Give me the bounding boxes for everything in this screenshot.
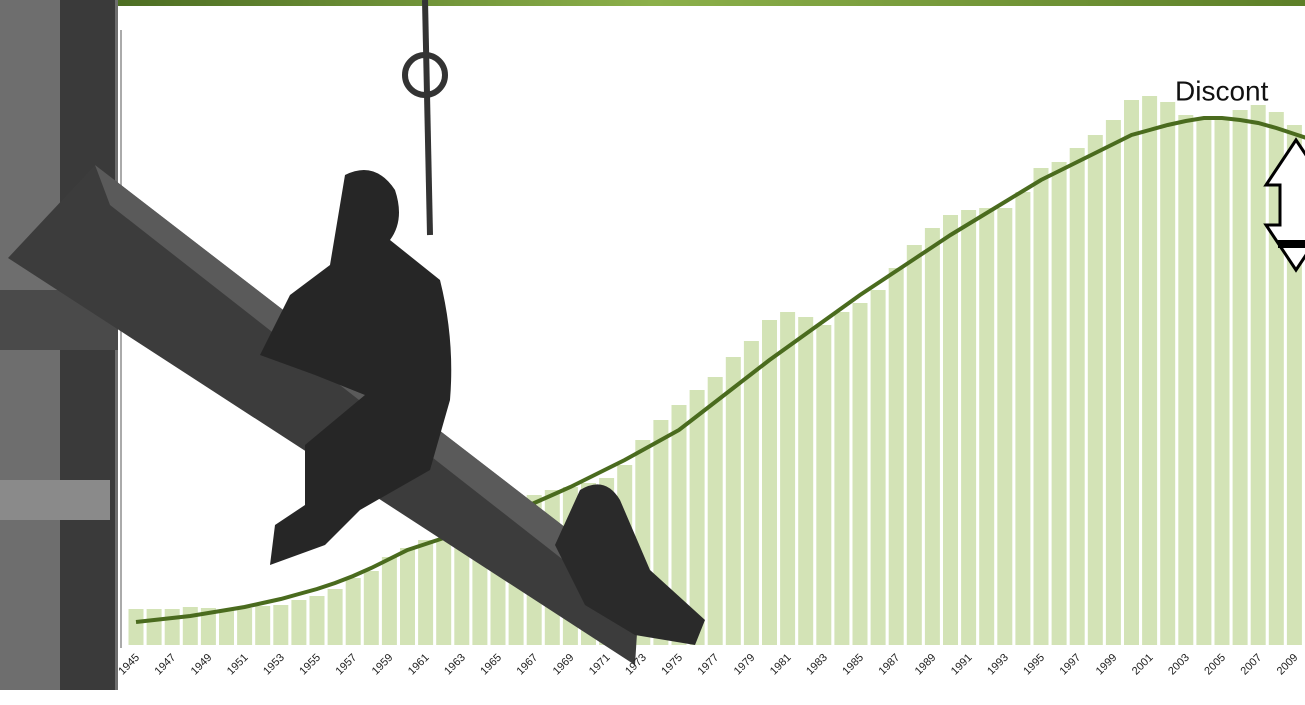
bar (1142, 96, 1158, 645)
bar (1051, 162, 1067, 645)
x-tick-label: 1993 (985, 652, 1011, 678)
x-tick-label: 1975 (659, 652, 685, 678)
x-tick-label: 1987 (877, 652, 903, 678)
arrow-base (1278, 240, 1305, 248)
bar (200, 608, 216, 645)
bar (255, 606, 271, 645)
x-tick-label: 1995 (1021, 652, 1047, 678)
x-tick-label: 1981 (768, 652, 794, 678)
sitting-man (260, 170, 452, 565)
hook-ring (402, 52, 448, 98)
bar (979, 208, 995, 645)
x-tick-label: 1979 (732, 652, 758, 678)
hanging-man (555, 484, 705, 645)
x-tick-label: 1961 (406, 652, 432, 678)
bar (164, 609, 180, 645)
bar (725, 357, 741, 645)
bar (128, 609, 144, 645)
bar (924, 228, 940, 645)
bar (1196, 118, 1212, 645)
x-tick-label: 1999 (1094, 652, 1120, 678)
steel-girder (0, 480, 110, 520)
annotation: Discont (1175, 75, 1269, 106)
x-tick-label: 1985 (840, 652, 866, 678)
bar (381, 557, 397, 645)
x-tick-label: 1997 (1058, 652, 1084, 678)
x-tick-label: 1967 (515, 652, 541, 678)
bar (1069, 148, 1085, 645)
bar (816, 325, 832, 645)
x-tick-label: 2003 (1166, 652, 1192, 678)
x-tick-label: 1969 (551, 652, 577, 678)
bar (997, 208, 1013, 645)
trend-line (135, 116, 1305, 624)
bar (454, 535, 470, 645)
bar (1160, 102, 1176, 645)
photo-collage (0, 0, 1305, 690)
bar (327, 589, 343, 645)
bar (436, 540, 452, 645)
bar (762, 320, 777, 645)
x-tick-label: 1959 (370, 652, 396, 678)
x-tick-label: 1983 (804, 652, 830, 678)
x-tick-label: 2001 (1130, 652, 1156, 678)
bar (707, 377, 723, 645)
x-tick-label: 1955 (297, 652, 323, 678)
x-tick-label: 1991 (949, 652, 975, 678)
x-tick-label: 1965 (478, 652, 504, 678)
x-tick-label: 1953 (261, 652, 287, 678)
bar (689, 390, 705, 645)
bar (780, 312, 796, 645)
bar (943, 215, 958, 645)
bar (237, 608, 253, 645)
bar (834, 312, 850, 645)
steel-beam (8, 165, 640, 665)
bar (1087, 135, 1103, 645)
bar (1178, 115, 1194, 645)
bar (1015, 192, 1031, 645)
bar (219, 609, 234, 645)
bar (363, 571, 379, 645)
x-tick-label: 1989 (913, 652, 939, 678)
bar (1033, 168, 1049, 645)
chain (422, 0, 433, 236)
x-tick-label: 1951 (225, 652, 251, 678)
bar (1105, 120, 1121, 645)
x-tick-label: 1947 (153, 652, 179, 678)
x-tick-label: 2007 (1239, 652, 1265, 678)
x-tick-label: 1945 (116, 652, 142, 678)
x-tick-label: 1949 (189, 652, 215, 678)
x-tick-label: 1963 (442, 652, 468, 678)
bar (1232, 110, 1248, 645)
double-arrow (1263, 137, 1305, 273)
x-tick-label: 1971 (587, 652, 613, 678)
bar (1214, 120, 1230, 645)
x-axis-labels: 1945 1947 1949 1951 1953 1955 1957 1959 1961 1963… (116, 652, 1300, 678)
bar (1124, 100, 1139, 645)
bar (961, 210, 977, 645)
bar (309, 596, 325, 645)
bar (291, 600, 307, 645)
x-tick-label: 2005 (1202, 652, 1228, 678)
bar (852, 303, 868, 645)
bar (888, 268, 904, 645)
bar (418, 540, 434, 645)
bar (906, 245, 922, 645)
header-strip (0, 0, 1305, 6)
bar (146, 609, 162, 645)
bar (345, 578, 361, 645)
bar (671, 405, 687, 645)
x-tick-label: 1977 (696, 652, 722, 678)
bar (798, 317, 814, 645)
bar (273, 605, 289, 645)
bar (743, 341, 759, 645)
x-tick-label: 2009 (1275, 652, 1301, 678)
bar (400, 548, 415, 645)
x-tick-label: 1957 (334, 652, 360, 678)
bar (182, 607, 198, 645)
bar (1250, 105, 1266, 645)
bar (870, 290, 886, 645)
